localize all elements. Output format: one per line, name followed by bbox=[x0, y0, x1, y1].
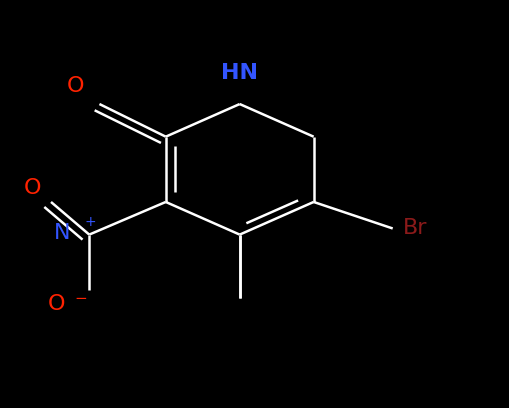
Text: O: O bbox=[47, 294, 65, 314]
Text: O: O bbox=[67, 75, 84, 96]
Text: O: O bbox=[23, 177, 41, 198]
Text: +: + bbox=[84, 215, 96, 229]
Text: HN: HN bbox=[221, 63, 258, 84]
Text: Br: Br bbox=[402, 218, 427, 239]
Text: −: − bbox=[74, 291, 87, 306]
Text: N: N bbox=[54, 222, 70, 243]
